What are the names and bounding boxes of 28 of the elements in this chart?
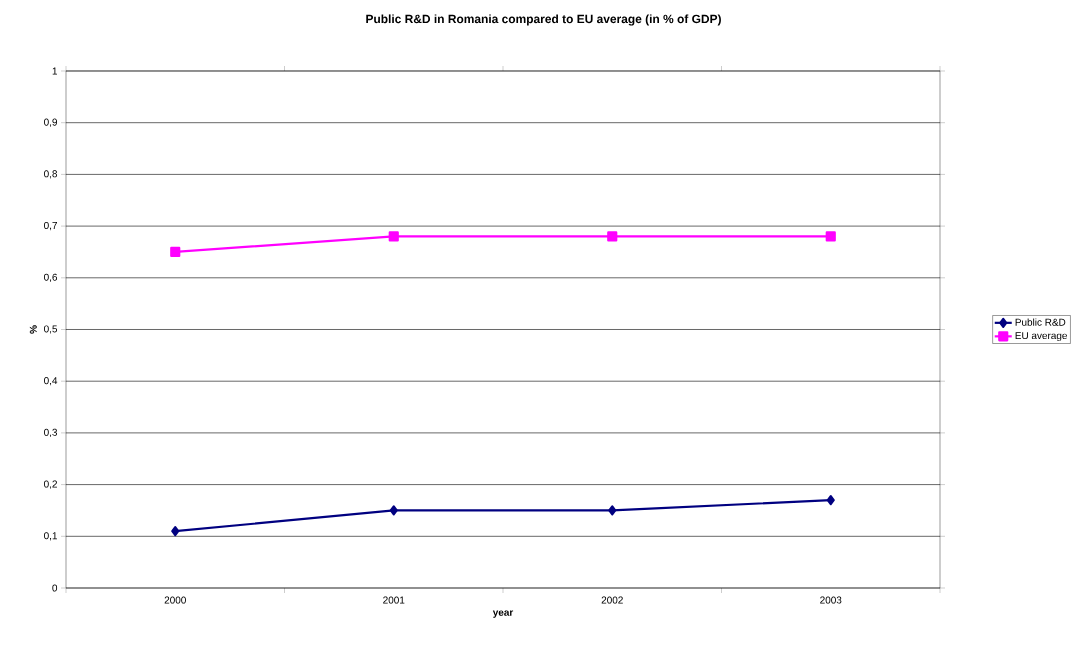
legend-label: Public R&D bbox=[1015, 318, 1066, 326]
x-tick-label: 2000 bbox=[164, 596, 186, 604]
y-tick-label: 0,4 bbox=[44, 377, 58, 386]
y-tick-label: 0,2 bbox=[44, 480, 57, 489]
point bbox=[825, 231, 836, 242]
x-tick-label: 2001 bbox=[383, 596, 405, 604]
point bbox=[388, 231, 399, 242]
x-tick-label: 2003 bbox=[820, 596, 842, 604]
point bbox=[607, 231, 618, 242]
y-axis-title: % bbox=[29, 325, 37, 334]
y-tick-label: 1 bbox=[52, 67, 57, 75]
x-tick-label: 2002 bbox=[601, 596, 623, 604]
x-axis-title: year bbox=[492, 610, 514, 618]
legend-label: EU average bbox=[1015, 332, 1067, 342]
y-tick-label: 0 bbox=[52, 584, 58, 592]
y-tick-label: 0,6 bbox=[44, 273, 58, 282]
y-tick-label: 0,8 bbox=[44, 170, 58, 179]
y-tick-label: 0,3 bbox=[44, 428, 58, 438]
y-tick-label: 0,9 bbox=[44, 118, 58, 127]
point bbox=[170, 246, 181, 258]
chart-title: Public R&D in Romania compared to EU average (in % of GDP) bbox=[366, 14, 721, 26]
point bbox=[389, 505, 398, 516]
y-tick-label: 0,7 bbox=[44, 221, 57, 231]
point bbox=[608, 505, 617, 516]
point bbox=[826, 495, 835, 506]
y-tick-label: 0,5 bbox=[44, 325, 58, 334]
point bbox=[171, 526, 180, 537]
y-tick-label: 0,1 bbox=[44, 532, 57, 541]
